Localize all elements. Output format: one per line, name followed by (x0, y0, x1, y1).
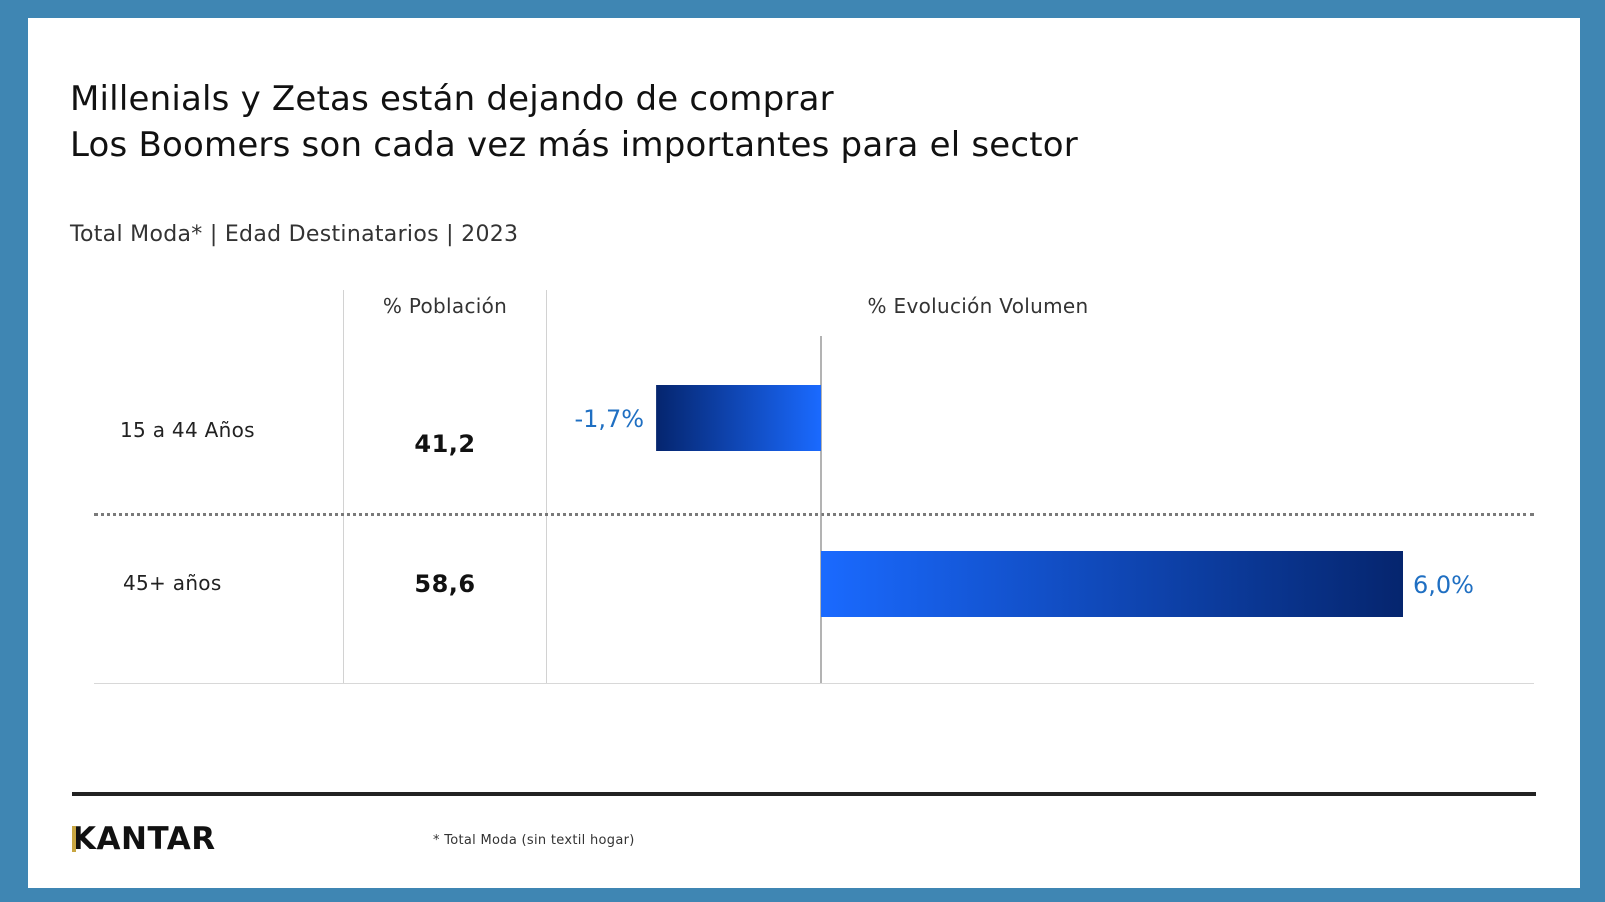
column-divider-2 (546, 290, 547, 684)
title-line-1: Millenials y Zetas están dejando de comp… (70, 79, 834, 119)
bar-15-44 (656, 385, 821, 451)
kantar-logo: KANTAR (72, 821, 216, 857)
slide: Millenials y Zetas están dejando de comp… (28, 18, 1580, 888)
chart-subtitle: Total Moda* | Edad Destinatarios | 2023 (70, 222, 519, 247)
bar-45-plus (821, 551, 1403, 617)
slide-title: Millenials y Zetas están dejando de comp… (70, 76, 1078, 168)
poblacion-value-45-plus: 58,6 (414, 570, 476, 598)
table-bottom-line (94, 683, 1534, 684)
poblacion-value-15-44: 41,2 (414, 430, 476, 458)
column-divider-1 (343, 290, 344, 684)
footer-rule (72, 792, 1536, 796)
bar-label-45-plus: 6,0% (1413, 571, 1474, 599)
bar-label-15-44: -1,7% (574, 405, 644, 433)
logo-accent-bar (72, 826, 76, 852)
row-label-45-plus: 45+ años (123, 571, 222, 595)
row-separator (94, 513, 1534, 516)
row-label-15-44: 15 a 44 Años (120, 418, 255, 442)
column-header-evolucion: % Evolución Volumen (867, 294, 1089, 318)
title-line-2: Los Boomers son cada vez más importantes… (70, 125, 1078, 165)
column-header-poblacion: % Población (382, 294, 508, 318)
evolution-bar-chart: -1,7% 6,0% (574, 336, 1474, 683)
footnote: * Total Moda (sin textil hogar) (433, 833, 635, 848)
